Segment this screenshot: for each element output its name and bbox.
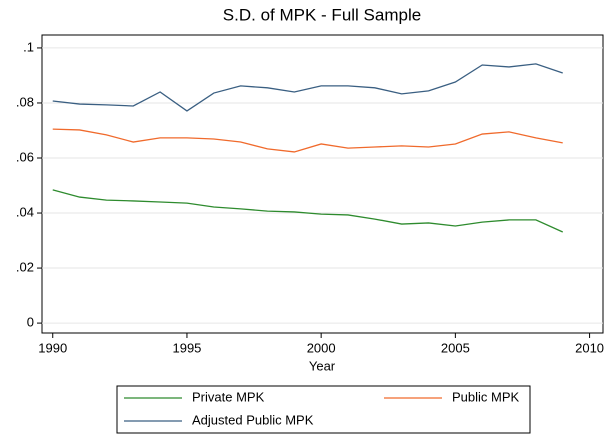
legend-label: Adjusted Public MPK: [192, 412, 314, 427]
chart-title: S.D. of MPK - Full Sample: [223, 5, 421, 24]
y-tick-label: .1: [23, 39, 34, 54]
x-tick-label: 2005: [441, 340, 470, 355]
x-tick-label: 2010: [575, 340, 604, 355]
y-tick-label: 0: [27, 315, 34, 330]
line-series: [52, 128, 563, 153]
legend-label: Public MPK: [452, 389, 520, 404]
x-tick-label: 1995: [172, 340, 201, 355]
y-tick-label: .08: [16, 94, 34, 109]
y-tick-label: .02: [16, 259, 34, 274]
legend-box: [116, 385, 531, 434]
x-axis-label: Year: [309, 358, 336, 373]
line-series: [52, 189, 564, 233]
line-series: [52, 63, 563, 112]
x-tick-label: 2000: [307, 340, 336, 355]
plot-area: [41, 34, 604, 334]
y-tick-label: .06: [16, 149, 34, 164]
legend-label: Private MPK: [192, 389, 265, 404]
y-tick-label: .04: [16, 204, 34, 219]
x-tick-label: 1990: [38, 340, 67, 355]
